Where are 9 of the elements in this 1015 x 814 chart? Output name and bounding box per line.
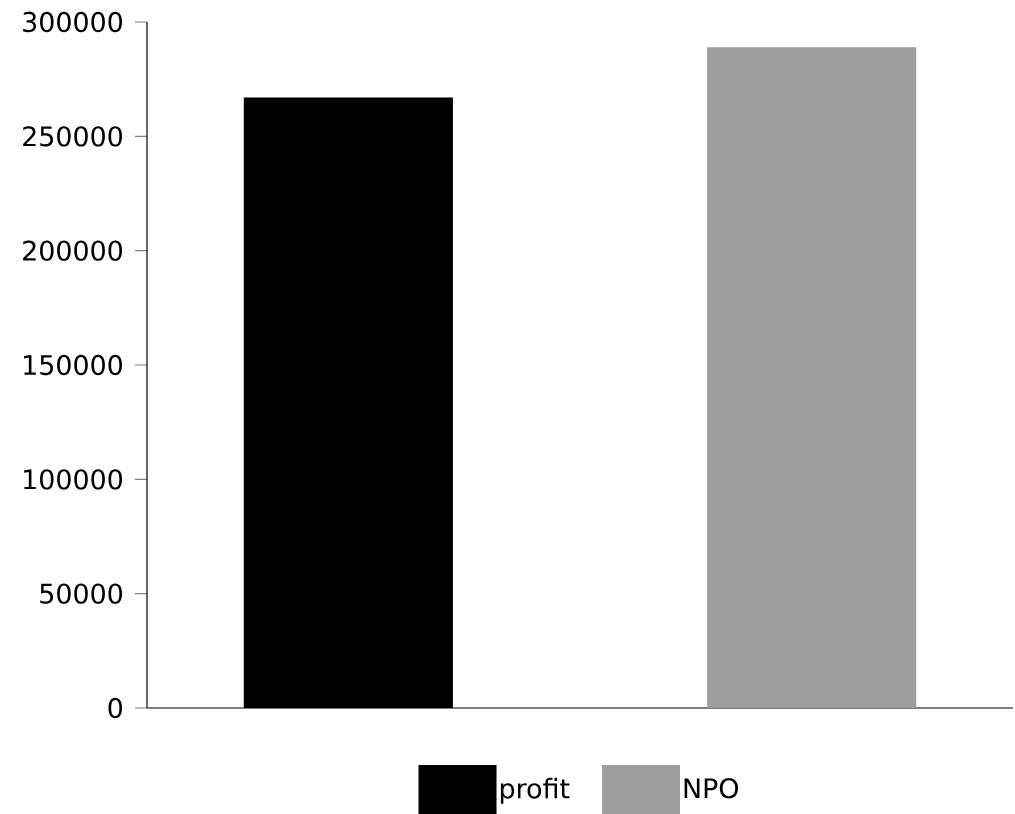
y-tick-label: 300000	[23, 11, 123, 33]
legend-label: NPO	[684, 778, 738, 799]
y-tick-label: 250000	[23, 126, 123, 147]
legend-label: profit	[500, 777, 570, 804]
y-tick-label: 100000	[24, 469, 123, 490]
y-tick-label: 50000	[40, 583, 123, 604]
y-tick-label: 0	[108, 697, 123, 719]
y-tick-label: 150000	[24, 354, 123, 376]
y-tick-label: 200000	[23, 240, 123, 261]
